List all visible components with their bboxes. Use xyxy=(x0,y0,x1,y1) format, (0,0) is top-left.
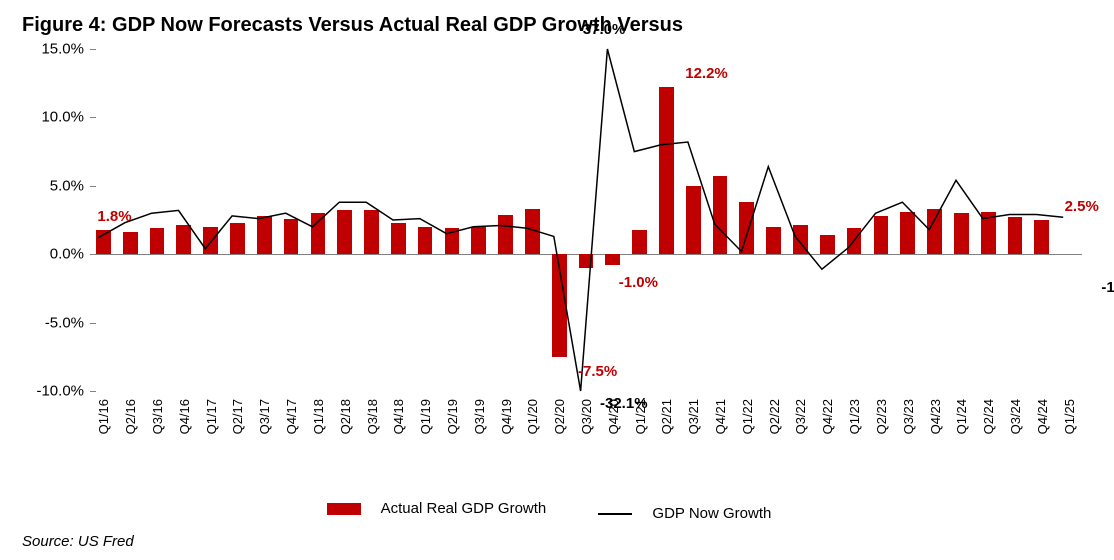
x-tick-label: Q4/19 xyxy=(499,399,514,434)
figure: Figure 4: GDP Now Forecasts Versus Actua… xyxy=(0,0,1114,560)
x-tick-label: Q1/16 xyxy=(96,399,111,434)
x-tick-label: Q1/22 xyxy=(740,399,755,434)
y-tick-label: 15.0% xyxy=(22,41,84,58)
x-tick-label: Q1/18 xyxy=(311,399,326,434)
legend-bar-label: Actual Real GDP Growth xyxy=(381,500,547,517)
x-tick-label: Q4/24 xyxy=(1035,399,1050,434)
x-tick-label: Q3/18 xyxy=(365,399,380,434)
legend-line-swatch xyxy=(598,513,632,515)
y-tick-label: 10.0% xyxy=(22,109,84,126)
figure-title: Figure 4: GDP Now Forecasts Versus Actua… xyxy=(22,14,1092,37)
x-tick-label: Q3/16 xyxy=(150,399,165,434)
x-tick-label: Q4/18 xyxy=(391,399,406,434)
data-label: 12.2% xyxy=(685,65,728,82)
y-tick-label: 0.0% xyxy=(22,246,84,263)
x-tick-label: Q4/22 xyxy=(820,399,835,434)
x-axis-labels: Q1/16 Q2/16 Q3/16 Q4/16 Q1/17 Q2/17 Q3/17 Q4/17… xyxy=(90,397,1082,483)
data-label: -7.5% xyxy=(578,363,617,380)
x-tick-label: Q2/24 xyxy=(981,399,996,434)
x-tick-label: Q2/21 xyxy=(659,399,674,434)
x-tick-label: Q1/21 xyxy=(633,399,648,434)
x-tick-label: Q3/20 xyxy=(579,399,594,434)
x-tick-label: Q2/22 xyxy=(767,399,782,434)
data-label: -1.0% xyxy=(619,274,658,291)
data-label: 2.5% xyxy=(1065,198,1099,215)
x-tick-label: Q3/19 xyxy=(472,399,487,434)
x-tick-label: Q2/19 xyxy=(445,399,460,434)
x-tick-label: Q2/20 xyxy=(552,399,567,434)
chart-area: -10.0%-5.0%0.0%5.0%10.0%15.0% 1.8%37.0%1… xyxy=(22,43,1092,483)
x-tick-label: Q3/23 xyxy=(901,399,916,434)
x-tick-label: Q2/23 xyxy=(874,399,889,434)
y-tick-label: -5.0% xyxy=(22,314,84,331)
x-tick-label: Q4/16 xyxy=(177,399,192,434)
x-tick-label: Q1/24 xyxy=(954,399,969,434)
x-tick-label: Q1/23 xyxy=(847,399,862,434)
x-tick-label: Q3/21 xyxy=(686,399,701,434)
x-tick-label: Q3/24 xyxy=(1008,399,1023,434)
y-tick-label: -10.0% xyxy=(22,383,84,400)
legend: Actual Real GDP Growth GDP Now Growth xyxy=(0,500,1114,522)
x-tick-label: Q4/20 xyxy=(606,399,621,434)
x-tick-label: Q3/17 xyxy=(257,399,272,434)
legend-bar-swatch xyxy=(327,503,361,515)
x-tick-label: Q4/23 xyxy=(928,399,943,434)
x-tick-label: Q4/17 xyxy=(284,399,299,434)
line-layer xyxy=(90,49,1082,391)
x-tick-label: Q2/18 xyxy=(338,399,353,434)
x-tick-label: Q3/22 xyxy=(793,399,808,434)
x-tick-label: Q2/16 xyxy=(123,399,138,434)
data-label: -1.5% xyxy=(1101,279,1114,296)
x-tick-label: Q1/17 xyxy=(204,399,219,434)
legend-item-bar: Actual Real GDP Growth xyxy=(327,500,563,517)
x-tick-label: Q4/21 xyxy=(713,399,728,434)
data-label: 1.8% xyxy=(97,208,131,225)
x-tick-label: Q1/19 xyxy=(418,399,433,434)
x-tick-label: Q2/17 xyxy=(230,399,245,434)
gdp-now-line xyxy=(98,49,1063,391)
source-label: Source: US Fred xyxy=(22,533,134,550)
legend-line-label: GDP Now Growth xyxy=(652,505,771,522)
legend-item-line: GDP Now Growth xyxy=(598,505,787,522)
plot-area: 1.8%37.0%12.2%-1.0%-7.5%-32.1%2.5%-1.5% xyxy=(90,49,1082,391)
y-tick-label: 5.0% xyxy=(22,177,84,194)
y-tick-mark xyxy=(90,391,96,392)
x-tick-label: Q1/20 xyxy=(525,399,540,434)
x-tick-label: Q1/25 xyxy=(1062,399,1077,434)
data-label: 37.0% xyxy=(583,21,626,38)
